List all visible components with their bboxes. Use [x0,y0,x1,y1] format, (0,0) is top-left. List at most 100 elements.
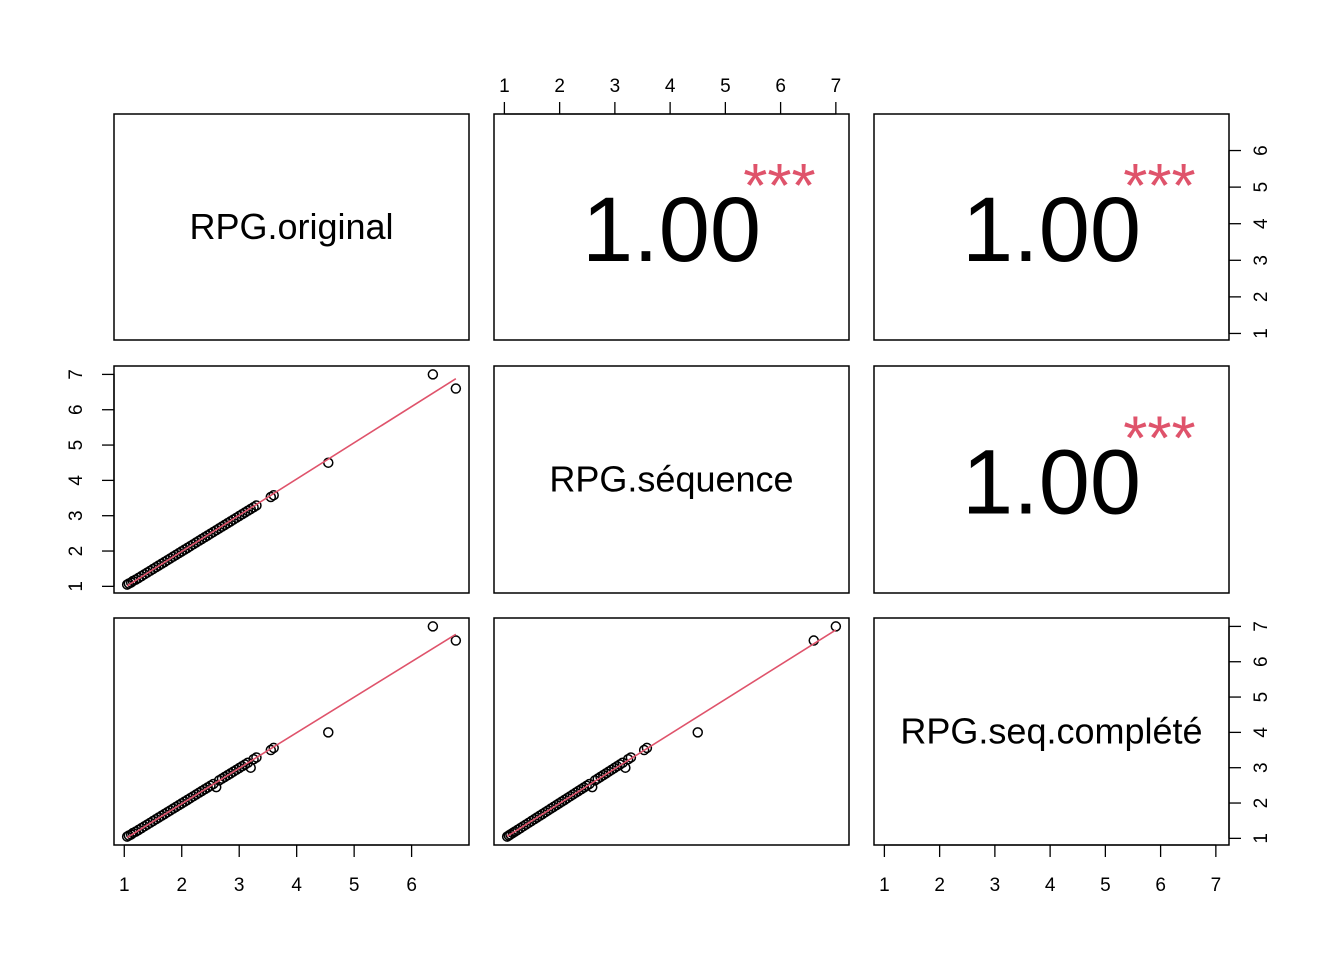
data-point [548,801,559,813]
data-point [609,762,620,774]
data-point [159,556,170,568]
data-point [534,810,545,822]
data-point [251,500,262,511]
tick-label: 4 [1251,727,1272,738]
data-point [556,796,568,807]
tick-label: 5 [1251,182,1272,193]
data-point [575,784,587,795]
data-point [225,768,236,779]
data-point [231,512,242,524]
data-point [515,822,526,834]
data-point [225,516,236,527]
data-point [162,554,173,566]
data-point [222,517,233,529]
data-point [228,514,239,525]
data-point [531,812,543,823]
tick-label: 2 [554,76,565,97]
data-point [142,567,153,578]
data-point [208,778,219,790]
data-point [545,803,557,814]
data-point [213,775,225,786]
data-point [139,569,150,580]
data-point [147,563,159,575]
data-point [517,821,529,832]
tick-label: 5 [1251,692,1272,703]
data-point [173,799,185,811]
data-point [144,565,156,577]
tick-label: 4 [291,875,302,896]
correlation-value: 1.00 [962,432,1141,534]
data-point [222,769,233,781]
data-point [150,814,162,825]
tick-label: 1 [1251,833,1272,844]
data-point [176,798,187,809]
data-point [584,778,595,790]
fit-line [506,629,837,837]
tick-label: 7 [831,76,842,97]
data-point [600,768,612,779]
tick-label: 1 [119,875,130,896]
right-axis-row3: 1 2 3 4 5 6 7 [1228,621,1272,844]
data-point [190,537,202,548]
panel-r1-c3: 1.00*** [873,113,1230,341]
data-point [199,784,210,795]
data-point [130,574,142,585]
data-point [245,503,256,515]
data-point [159,808,170,820]
bottom-axis-col3: 1 2 3 4 5 6 7 [879,844,1221,896]
data-point [606,764,617,776]
tick-label: 2 [1251,292,1272,303]
tick-label: 7 [1251,621,1272,632]
fit-line [126,378,457,587]
panel-border [493,617,850,846]
tick-label: 4 [1045,875,1056,896]
tick-label: 5 [720,76,731,97]
panel-border [493,365,850,594]
significance-stars: *** [1123,405,1195,474]
tick-label: 6 [66,404,87,415]
data-point [248,501,259,513]
tick-label: 6 [406,875,417,896]
data-point [156,810,167,822]
data-point [692,727,703,738]
panel-border [113,113,470,341]
data-point [537,808,548,820]
data-point [216,773,228,784]
tick-label: 1 [879,875,890,896]
panel-r2-c2: RPG.séquence [493,365,850,594]
panel-r3-c2 [493,617,850,846]
data-point [139,821,150,832]
variable-label: RPG.seq.complété [900,711,1202,752]
data-point [268,489,279,501]
tick-label: 1 [66,581,87,592]
data-point [164,553,176,564]
data-point [193,787,205,799]
data-point [622,753,634,765]
data-point [199,532,210,543]
data-point [147,815,159,827]
panel-border [873,365,1230,594]
tick-label: 2 [176,875,187,896]
data-point [136,570,147,582]
tick-label: 1 [1251,328,1272,339]
data-point [130,826,142,837]
tick-label: 3 [1251,762,1272,773]
tick-label: 5 [66,440,87,451]
data-point [205,780,216,791]
tick-label: 3 [66,510,87,521]
data-point [185,540,196,552]
data-point [542,805,554,816]
fit-line [126,633,457,839]
significance-stars: *** [1123,152,1195,221]
data-point [268,742,279,754]
bottom-axis-col1: 1 2 3 4 5 6 [119,844,417,896]
correlation-value: 1.00 [962,179,1141,281]
tick-label: 6 [1155,875,1166,896]
data-point [581,780,592,791]
top-axis-col2: 1 2 3 4 5 6 7 [499,76,842,115]
data-point [164,805,176,816]
data-point [167,551,179,562]
data-point [239,507,251,518]
data-point [598,769,609,781]
data-point [170,549,182,561]
